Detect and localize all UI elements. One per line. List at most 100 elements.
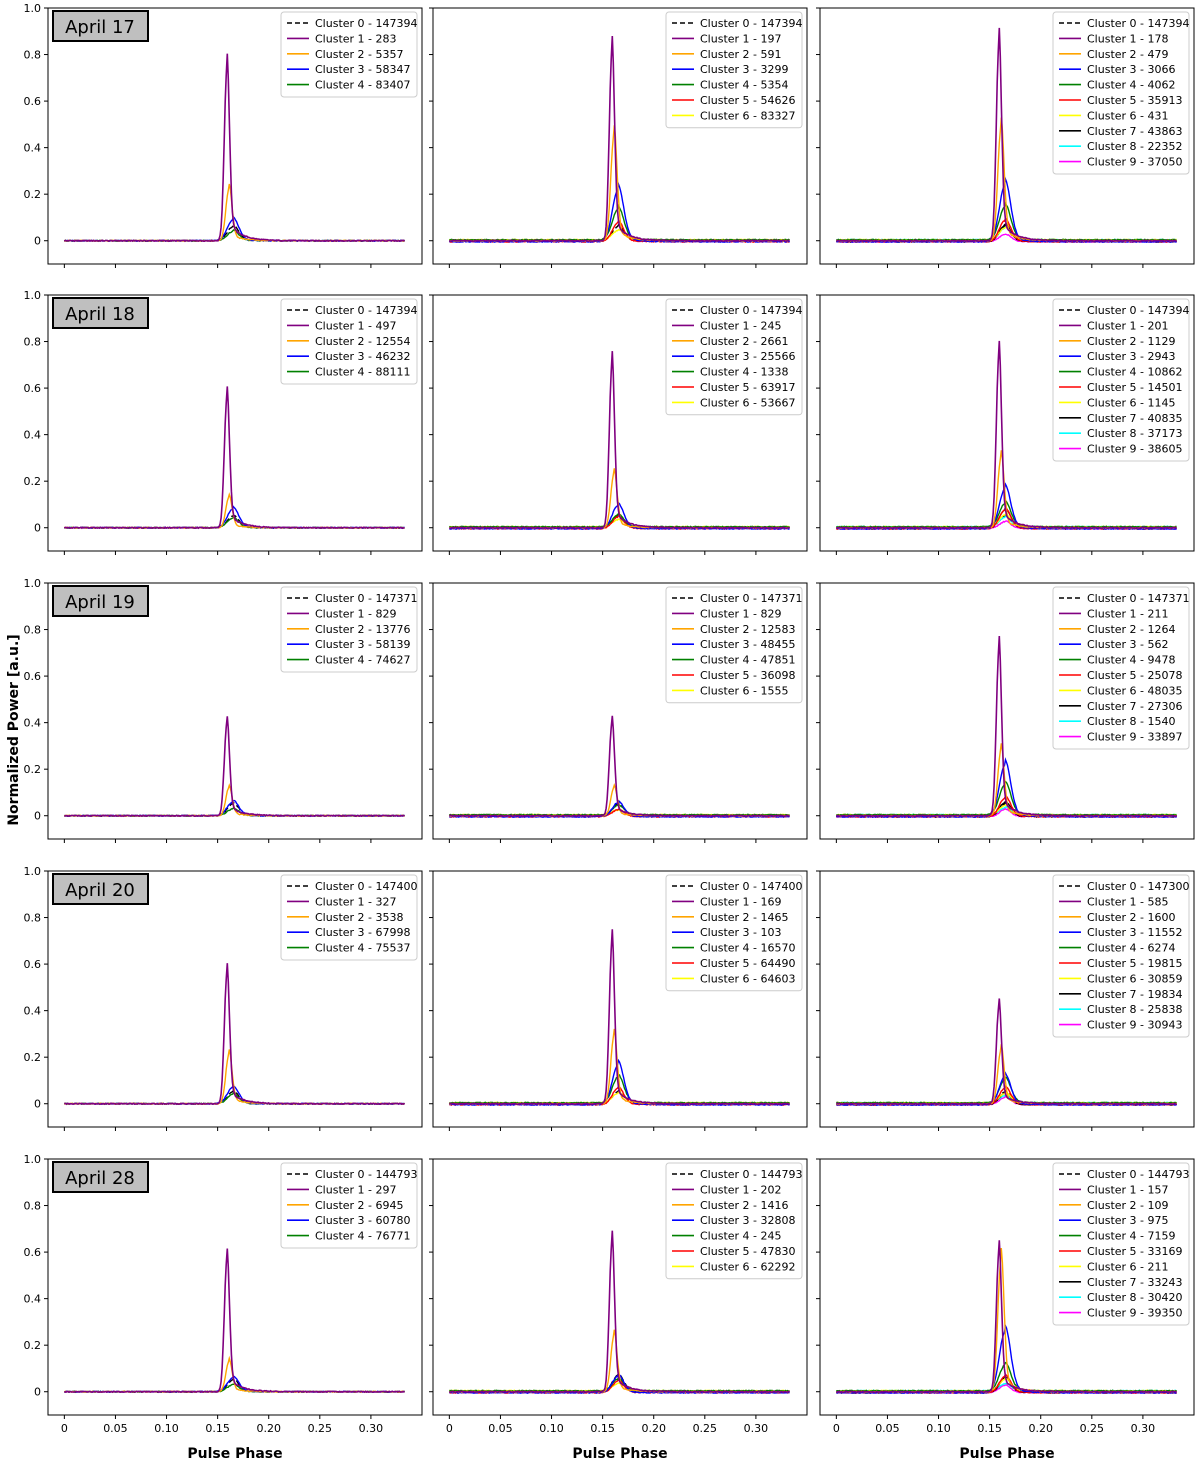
legend-entry: Cluster 4 - 74627 xyxy=(315,654,411,667)
legend-entry: Cluster 1 - 201 xyxy=(1087,319,1169,332)
legend-entry: Cluster 6 - 62292 xyxy=(700,1260,796,1273)
series-line-cluster-1 xyxy=(63,386,405,530)
legend-box xyxy=(1052,298,1190,462)
x-tick-label: 0 xyxy=(61,1422,68,1435)
series-line-cluster-1 xyxy=(449,1230,791,1394)
y-tick-label: 0 xyxy=(34,1386,41,1399)
legend-entry: Cluster 1 - 169 xyxy=(700,895,782,908)
legend-entry: Cluster 6 - 211 xyxy=(1087,1260,1169,1273)
curves xyxy=(448,35,791,244)
legend-entry: Cluster 8 - 1540 xyxy=(1087,715,1176,728)
legend-entry: Cluster 5 - 64490 xyxy=(700,957,796,970)
curves xyxy=(835,998,1178,1106)
y-tick-label: 0.6 xyxy=(24,382,42,395)
curves xyxy=(835,635,1178,818)
legend-entry: Cluster 0 - 147371 xyxy=(700,592,803,605)
date-label: April 18 xyxy=(65,304,135,325)
x-tick-label: 0.25 xyxy=(693,1422,718,1435)
series-line-cluster-1 xyxy=(836,340,1177,530)
y-tick-label: 0.4 xyxy=(24,429,42,442)
legend-entry: Cluster 2 - 12583 xyxy=(700,623,796,636)
legend-box xyxy=(1052,586,1190,750)
panel-april-18-k4: 0 0.2 0.4 0.6 0.8 1.0 April 18 Cluster 0 - 1473… xyxy=(24,289,423,555)
legend-entry: Cluster 8 - 25838 xyxy=(1087,1003,1183,1016)
series-line-cluster-1 xyxy=(63,53,406,243)
y-tick-label: 0.6 xyxy=(24,670,42,683)
legend-entry: Cluster 2 - 109 xyxy=(1087,1199,1169,1212)
legend-entry: Cluster 4 - 4062 xyxy=(1087,79,1176,92)
legend-entry: Cluster 1 - 245 xyxy=(700,319,782,332)
legend-entry: Cluster 6 - 431 xyxy=(1087,109,1169,122)
x-tick-label: 0.20 xyxy=(256,1422,281,1435)
y-tick-label: 1.0 xyxy=(24,1153,42,1166)
panel-april-19-k9: Cluster 0 - 147371 Cluster 1 - 211 Cluster… xyxy=(816,582,1195,843)
x-tick-label: 0.10 xyxy=(539,1422,564,1435)
legend-entry: Cluster 4 - 9478 xyxy=(1087,654,1176,667)
y-tick-label: 1.0 xyxy=(24,865,42,878)
legend-entry: Cluster 6 - 1145 xyxy=(1087,396,1176,409)
legend-entry: Cluster 5 - 35913 xyxy=(1087,94,1183,107)
legend-entry: Cluster 0 - 147400 xyxy=(315,880,418,893)
legend-entry: Cluster 3 - 3066 xyxy=(1087,63,1176,76)
legend-entry: Cluster 5 - 25078 xyxy=(1087,669,1183,682)
legend-entry: Cluster 6 - 48035 xyxy=(1087,684,1183,697)
curves xyxy=(836,27,1177,244)
x-tick-label: 0.10 xyxy=(154,1422,179,1435)
panel-april-18-k6: Cluster 0 - 147394 Cluster 1 - 245 Cluster… xyxy=(429,294,808,555)
y-tick-label: 0 xyxy=(34,235,41,248)
legend-entry: Cluster 1 - 497 xyxy=(315,319,397,332)
y-tick-label: 1.0 xyxy=(24,2,42,15)
y-tick-label: 0.8 xyxy=(24,49,42,62)
legend-entry: Cluster 6 - 30859 xyxy=(1087,972,1183,985)
curves xyxy=(449,715,790,819)
legend-entry: Cluster 1 - 829 xyxy=(315,607,397,620)
date-label: April 20 xyxy=(65,880,135,901)
legend-entry: Cluster 7 - 33243 xyxy=(1087,1276,1183,1289)
panel-april-17-k4: 0 0.2 0.4 0.6 0.8 1.0 April 17 Cluster 0 - 1473… xyxy=(24,2,423,268)
y-tick-label: 0.2 xyxy=(24,1051,42,1064)
legend-box xyxy=(1052,11,1190,175)
panel-april-19-k6: Cluster 0 - 147371 Cluster 1 - 829 Cluster… xyxy=(429,582,808,843)
legend-entry: Cluster 1 - 829 xyxy=(700,607,782,620)
y-tick-label: 0.4 xyxy=(24,717,42,730)
series-line-cluster-4 xyxy=(836,499,1177,529)
series-line-cluster-1 xyxy=(449,351,790,530)
legend-entry: Cluster 5 - 33169 xyxy=(1087,1245,1183,1258)
panel-april-20-k9: Cluster 0 - 147300 Cluster 1 - 585 Cluster… xyxy=(816,870,1195,1131)
legend-entry: Cluster 9 - 39350 xyxy=(1087,1307,1183,1320)
y-tick-label: 0.4 xyxy=(24,1005,42,1018)
legend-entry: Cluster 8 - 37173 xyxy=(1087,427,1183,440)
legend-entry: Cluster 5 - 47830 xyxy=(700,1245,796,1258)
date-label: April 28 xyxy=(65,1168,135,1189)
series-line-cluster-1 xyxy=(449,715,790,818)
panel-april-28-k6: 0 0.05 0.10 0.15 0.20 0.25 0.30 Pulse Phase Clus… xyxy=(429,1158,808,1462)
x-tick-label: 0.30 xyxy=(744,1422,769,1435)
curves xyxy=(63,386,406,530)
legend-entry: Cluster 2 - 2661 xyxy=(700,335,789,348)
x-tick-label: 0.30 xyxy=(1131,1422,1156,1435)
legend-entry: Cluster 4 - 10862 xyxy=(1087,366,1183,379)
legend-entry: Cluster 4 - 5354 xyxy=(700,79,789,92)
y-tick-label: 0.2 xyxy=(24,763,42,776)
y-tick-label: 0.8 xyxy=(24,624,42,637)
legend-entry: Cluster 0 - 144793 xyxy=(1087,1168,1190,1181)
legend-box xyxy=(280,1162,418,1249)
legend-entry: Cluster 0 - 147300 xyxy=(1087,880,1190,893)
series-line-cluster-1 xyxy=(64,963,406,1106)
legend-entry: Cluster 0 - 147371 xyxy=(315,592,418,605)
y-tick-label: 0 xyxy=(34,810,41,823)
legend-entry: Cluster 6 - 83327 xyxy=(700,109,796,122)
y-tick-label: 0.8 xyxy=(24,336,42,349)
panel-april-17-k6: Cluster 0 - 147394 Cluster 1 - 197 Cluster… xyxy=(429,7,808,268)
y-tick-label: 1.0 xyxy=(24,577,42,590)
panel-april-19-k4: 0 0.2 0.4 0.6 0.8 1.0 April 19 Cluster 0 - 1473… xyxy=(24,577,423,843)
legend-box xyxy=(280,11,418,98)
x-tick-label: 0.10 xyxy=(926,1422,951,1435)
x-tick-label: 0.30 xyxy=(359,1422,384,1435)
legend-entry: Cluster 3 - 32808 xyxy=(700,1214,796,1227)
y-tick-label: 0.6 xyxy=(24,958,42,971)
y-tick-label: 0.2 xyxy=(24,475,42,488)
x-tick-label: 0.05 xyxy=(103,1422,128,1435)
y-tick-label: 0.8 xyxy=(24,912,42,925)
